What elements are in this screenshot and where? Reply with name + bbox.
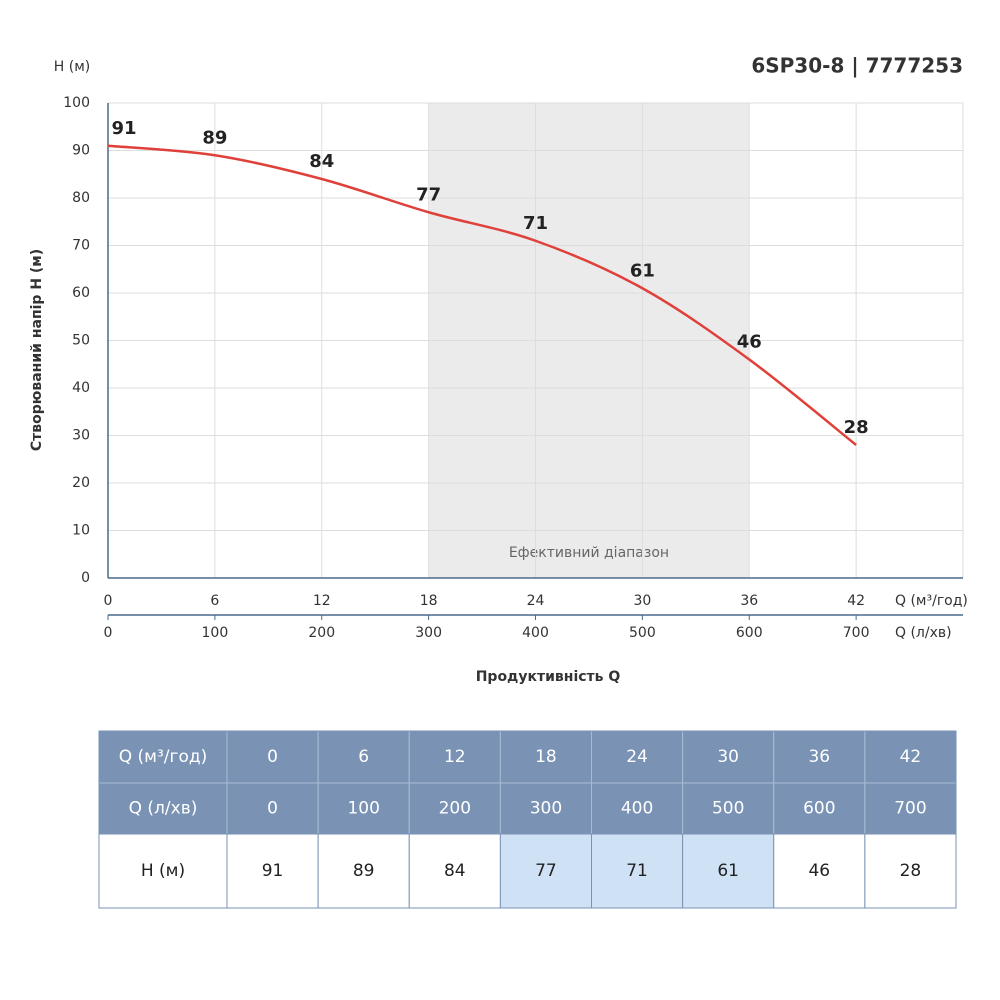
table-cell-text: 300 (530, 799, 562, 819)
data-label: 71 (523, 213, 548, 234)
x-tick-label: 18 (420, 593, 438, 609)
x-tick-label: 24 (527, 593, 545, 609)
x-tick-label: 36 (740, 593, 758, 609)
table-cell (682, 782, 775, 835)
x2-axis-label: Q (л/хв) (895, 625, 952, 641)
table-cell-text: 77 (535, 861, 557, 881)
table-cell (226, 782, 319, 835)
effective-range-label: Ефективний діапазон (509, 545, 669, 561)
table-cell (317, 782, 410, 835)
table-cell-text: 200 (439, 799, 471, 819)
table-cell (682, 730, 775, 784)
y-tick-label: 30 (72, 428, 90, 444)
table-cell (408, 730, 501, 784)
y-label-top: H (м) (54, 59, 90, 75)
table-cell (317, 833, 410, 909)
table-cell (864, 833, 957, 909)
table-cell-text: 42 (900, 747, 922, 767)
x2-tick-label: 600 (736, 625, 763, 641)
x-tick-label: 42 (847, 593, 865, 609)
data-label: 91 (111, 118, 136, 139)
table-cell (682, 833, 775, 909)
y-tick-label: 40 (72, 380, 90, 396)
data-label: 77 (416, 184, 441, 205)
table-cell (591, 833, 684, 909)
table-cell (773, 730, 866, 784)
x2-tick-label: 0 (104, 625, 113, 641)
x2-tick-label: 500 (629, 625, 656, 641)
table-cell-text: 28 (900, 861, 922, 881)
table-cell-text: 84 (444, 861, 466, 881)
y-tick-label: 10 (72, 523, 90, 539)
data-label: 46 (737, 332, 762, 353)
x2-tick-label: 100 (202, 625, 229, 641)
y-tick-label: 70 (72, 238, 90, 254)
table-cell-text: 500 (712, 799, 744, 819)
x-tick-label: 6 (210, 593, 219, 609)
curve (107, 144, 857, 446)
table-cell-text: 24 (626, 747, 648, 767)
data-label: 28 (844, 417, 869, 438)
x-title: Продуктивність Q (476, 669, 621, 685)
y-label: Створюваний напір H (м) (29, 249, 45, 451)
table-cell (98, 782, 228, 835)
y-tick-label: 50 (72, 333, 90, 349)
table-cell (591, 782, 684, 835)
table-cell-text: 46 (808, 861, 830, 881)
table-cell-text: Q (м³/год) (119, 747, 208, 767)
y-tick-label: 100 (63, 95, 90, 111)
table-border (98, 730, 957, 909)
table-cell (317, 730, 410, 784)
table-cell (773, 782, 866, 835)
table-cell-text: 700 (894, 799, 926, 819)
table-cell (408, 782, 501, 835)
table-cell (98, 833, 228, 909)
table-cell-text: 18 (535, 747, 557, 767)
table-cell-text: 89 (353, 861, 375, 881)
y-tick-label: 90 (72, 143, 90, 159)
x-tick-label: 0 (104, 593, 113, 609)
table-cell-text: 61 (717, 861, 739, 881)
table-cell-text: 400 (621, 799, 653, 819)
x-axis-label: Q (м³/год) (895, 593, 968, 609)
y-tick-label: 60 (72, 285, 90, 301)
chart-title: 6SP30-8 | 7777253 (751, 54, 963, 78)
table-cell-text: Q (л/хв) (129, 799, 198, 819)
table-cell-text: 0 (267, 799, 278, 819)
table-cell-text: 91 (262, 861, 284, 881)
data-label: 84 (309, 151, 334, 172)
table-cell-text: H (м) (141, 861, 185, 881)
x2-tick-label: 200 (308, 625, 335, 641)
y-tick-label: 80 (72, 190, 90, 206)
x2-tick-label: 700 (843, 625, 870, 641)
x-tick-label: 12 (313, 593, 331, 609)
table-cell (226, 833, 319, 909)
table-cell-text: 30 (717, 747, 739, 767)
table-cell (864, 730, 957, 784)
table-cell-text: 71 (626, 861, 648, 881)
y-tick-label: 0 (81, 570, 90, 586)
table-cell-text: 100 (347, 799, 379, 819)
table-cell (408, 833, 501, 909)
data-label: 89 (202, 127, 227, 148)
table-cell (773, 833, 866, 909)
table-cell (864, 782, 957, 835)
table-cell-text: 6 (358, 747, 369, 767)
table-cell-text: 36 (808, 747, 830, 767)
y-tick-label: 20 (72, 475, 90, 491)
x2-tick-label: 300 (415, 625, 442, 641)
table-cell-text: 0 (267, 747, 278, 767)
x-tick-label: 30 (633, 593, 651, 609)
data-label: 61 (630, 260, 655, 281)
table-cell-text: 12 (444, 747, 466, 767)
table-cell (226, 730, 319, 784)
x2-tick-label: 400 (522, 625, 549, 641)
table-cell-text: 600 (803, 799, 835, 819)
